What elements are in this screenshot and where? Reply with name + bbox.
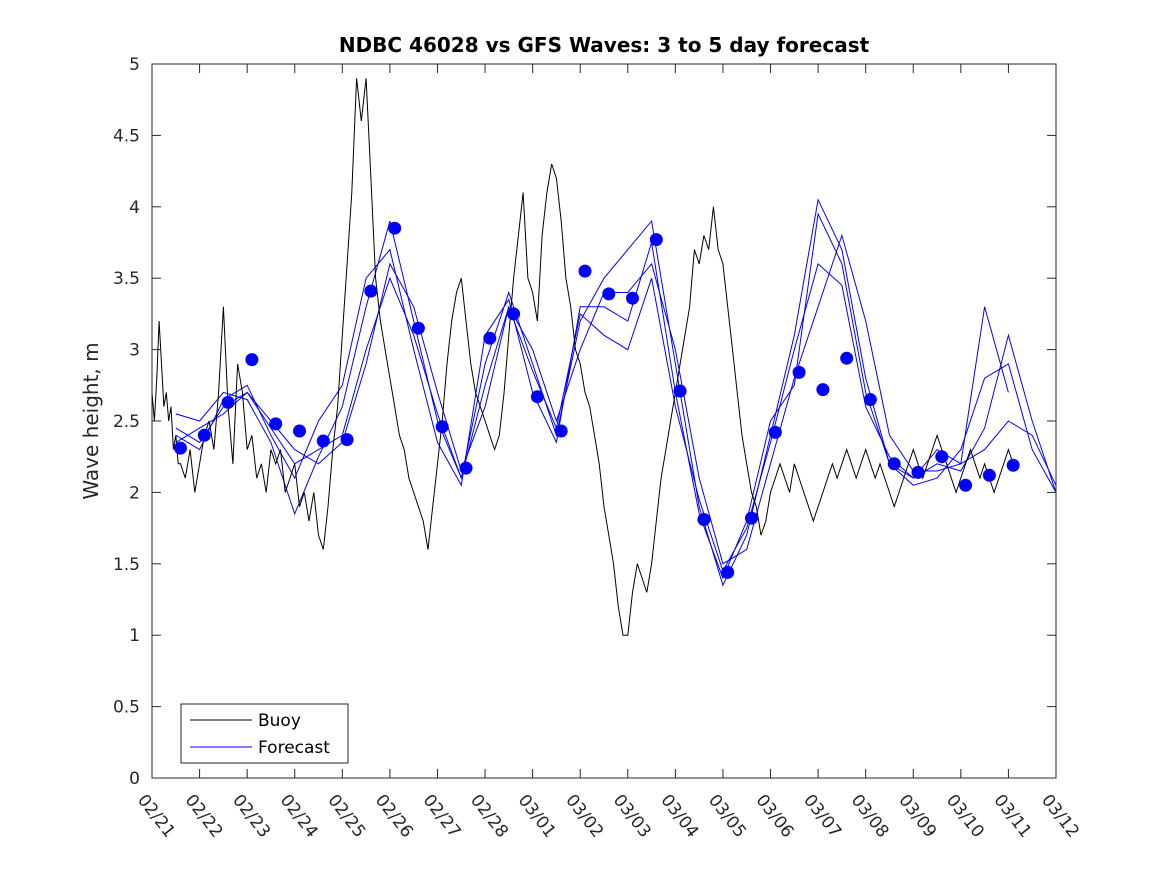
legend-forecast-label: Forecast [258, 738, 330, 758]
x-tick-label: 02/25 [323, 791, 369, 842]
x-tick-label: 02/23 [228, 791, 274, 842]
y-tick-label: 1.5 [113, 555, 140, 575]
forecast-point [269, 417, 283, 431]
forecast-run-line-2 [175, 198, 1057, 587]
forecast-point [697, 513, 711, 526]
forecast-point [507, 307, 521, 321]
x-tick-label: 03/09 [894, 791, 940, 842]
y-tick-label: 1 [129, 626, 140, 646]
y-tick-label: 2.5 [113, 412, 140, 432]
forecast-point [411, 321, 425, 335]
forecast-point [530, 390, 544, 404]
legend: Buoy Forecast [180, 703, 349, 764]
forecast-point [483, 331, 497, 345]
y-tick-label: 5 [129, 55, 140, 75]
forecast-point [863, 393, 877, 407]
x-tick-label: 02/26 [371, 791, 417, 842]
forecast-point [221, 395, 235, 409]
y-tick-label: 0.5 [113, 698, 140, 718]
forecast-point [316, 434, 330, 448]
forecast-point [887, 457, 901, 471]
x-tick-label: 03/06 [752, 791, 798, 842]
x-tick-label: 03/08 [847, 791, 893, 842]
x-tick-label: 03/05 [704, 791, 750, 842]
x-tick-label: 03/02 [561, 791, 607, 842]
forecast-point [840, 351, 854, 365]
forecast-point [816, 383, 830, 397]
x-tick-label: 03/04 [656, 791, 702, 842]
forecast-point [578, 264, 592, 278]
forecast-point [911, 465, 925, 479]
forecast-point [649, 233, 663, 247]
x-tick-label: 02/22 [181, 791, 227, 842]
y-tick-label: 2 [129, 483, 140, 503]
forecast-point [388, 221, 402, 235]
forecast-point [745, 511, 758, 525]
buoy-line [151, 78, 1014, 636]
x-tick-label: 02/21 [133, 791, 179, 842]
forecast-point [174, 441, 187, 455]
forecast-point [197, 428, 211, 442]
forecast-point [792, 365, 806, 379]
forecast-point [721, 565, 735, 579]
forecast-point [673, 384, 687, 398]
forecast-point [982, 468, 996, 482]
plot-background [152, 64, 1056, 778]
x-tick-label: 03/11 [989, 791, 1035, 842]
data-layer [151, 78, 1057, 636]
forecast-point [554, 424, 568, 438]
x-tick-label: 03/07 [799, 791, 845, 842]
x-tick-label: 02/28 [466, 791, 512, 842]
forecast-point [293, 424, 306, 438]
x-tick-label: 03/01 [514, 791, 560, 842]
forecast-point [1006, 458, 1020, 472]
chart-title: NDBC 46028 vs GFS Waves: 3 to 5 day fore… [339, 33, 870, 57]
x-tick-label: 02/24 [276, 791, 322, 842]
legend-buoy-label: Buoy [258, 711, 301, 731]
y-tick-label: 4.5 [113, 126, 140, 146]
legend-box [180, 703, 349, 764]
forecast-point [435, 420, 449, 434]
forecast-point [935, 450, 949, 464]
y-tick-label: 3 [129, 341, 140, 361]
x-tick-label: 03/03 [609, 791, 655, 842]
forecast-point [340, 433, 354, 447]
y-axis-label: Wave height, m [79, 342, 103, 499]
x-tick-label: 02/27 [419, 791, 465, 842]
forecast-point [364, 284, 378, 298]
y-tick-label: 3.5 [113, 269, 140, 289]
x-tick-label: 03/10 [942, 791, 988, 842]
x-tick-label: 03/12 [1037, 791, 1083, 842]
forecast-point [959, 478, 973, 492]
forecast-run-line-1 [175, 233, 1057, 565]
forecast-point [768, 425, 782, 439]
y-tick-label: 4 [129, 198, 140, 218]
forecast-point [245, 353, 259, 367]
forecast-point [626, 291, 639, 305]
forecast-point [602, 287, 616, 301]
forecast-point [459, 461, 473, 475]
y-tick-label: 0 [129, 769, 140, 789]
